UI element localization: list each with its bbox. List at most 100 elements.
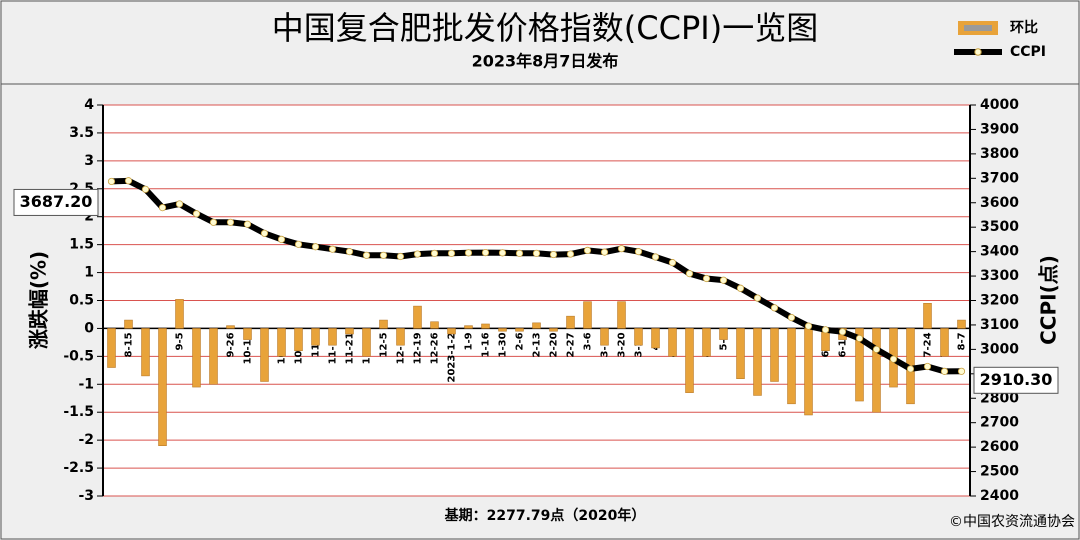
x-tick-label: 5-1 [719, 332, 730, 350]
bar [481, 323, 490, 329]
x-tick-label: 12-26 [430, 332, 441, 364]
value-label: 3687.20 [20, 192, 93, 211]
line-point [583, 246, 592, 255]
line-point [600, 248, 609, 256]
y2-tick-label: 3200 [980, 293, 1019, 309]
x-tick-label: 6-19 [838, 332, 849, 357]
bar [328, 328, 337, 346]
bar [872, 328, 881, 413]
y2-tick-label: 3000 [980, 341, 1019, 357]
y2-tick-label: 2600 [980, 439, 1019, 455]
line-point [413, 250, 422, 258]
y2-tick-label: 3500 [980, 219, 1019, 235]
y2-tick-label: 2700 [980, 415, 1019, 431]
line-point [923, 362, 932, 371]
line-point [940, 367, 949, 375]
line-point [311, 243, 320, 251]
line-point [753, 294, 762, 302]
y-tick-label: 2 [84, 209, 94, 225]
y2-tick-label: 3700 [980, 170, 1019, 186]
line-point [294, 240, 303, 248]
line-point [685, 270, 694, 278]
x-tick-label: 8-15 [124, 332, 135, 357]
footnote: 基期：2277.79点（2020年） [445, 507, 646, 524]
line-point [396, 252, 405, 261]
bar [736, 328, 745, 379]
x-tick-label: 12-5 [379, 332, 390, 357]
line-point [379, 251, 388, 259]
line-point [872, 345, 881, 353]
x-tick-label: 2023-1-2 [447, 332, 458, 382]
bar [243, 328, 252, 340]
legend-label: CCPI [1010, 44, 1046, 60]
x-tick-label: 7-24 [923, 332, 934, 357]
y2-tick-label: 4000 [980, 97, 1019, 113]
y-tick-label: -1 [78, 376, 94, 392]
bar [855, 328, 864, 402]
line-point [651, 253, 660, 261]
line-point [277, 235, 286, 244]
bar [940, 328, 949, 357]
line-point [362, 251, 371, 259]
x-tick-label: 10-10 [243, 332, 254, 364]
x-tick-label: 3-20 [617, 332, 628, 357]
legend-swatch-inner [964, 25, 992, 31]
line-point [549, 250, 558, 259]
bar [260, 328, 269, 382]
bar [583, 301, 592, 329]
x-tick-label: 2-6 [515, 332, 526, 350]
bar [311, 328, 320, 346]
value-label: 2910.30 [980, 370, 1053, 389]
line-point [804, 322, 813, 330]
bar [498, 328, 507, 332]
y-tick-label: 4 [84, 97, 94, 113]
bar [345, 328, 354, 335]
x-tick-label: 11-14 [328, 332, 339, 364]
line-point [158, 204, 167, 212]
line-point [736, 284, 745, 292]
line-point [430, 249, 439, 257]
bar [804, 328, 813, 416]
line-point [345, 248, 354, 256]
line-point [175, 200, 184, 208]
bar [209, 328, 218, 385]
y2-tick-label: 3100 [980, 317, 1019, 333]
x-tick-label: 1-9 [464, 332, 475, 350]
line-point [515, 249, 524, 257]
bar [532, 322, 541, 329]
bar [787, 328, 796, 405]
bar [379, 319, 388, 329]
bar [277, 328, 286, 357]
y-tick-label: 3.5 [69, 125, 94, 141]
bar [124, 319, 133, 329]
line-point [566, 250, 575, 258]
line-point [464, 249, 473, 257]
line-point [447, 249, 456, 257]
bar [753, 328, 762, 396]
y2-axis-label: CCPI(点) [1037, 255, 1061, 345]
y2-tick-label: 3900 [980, 121, 1019, 137]
y2-tick-label: 2400 [980, 488, 1019, 504]
bar [447, 328, 456, 335]
line-point [209, 218, 218, 226]
line-point [702, 274, 711, 283]
bar [923, 303, 932, 329]
x-tick-label: 9-5 [175, 332, 186, 350]
bar [294, 328, 303, 352]
legend-label: 环比 [1010, 19, 1038, 36]
x-tick-label: 9-26 [226, 332, 237, 357]
line-point [498, 249, 507, 257]
line-point [668, 259, 677, 267]
x-tick-label: 12-12 [396, 332, 407, 364]
y-tick-label: 0 [84, 320, 94, 336]
bar [617, 301, 626, 329]
bar [107, 328, 116, 368]
line-point [481, 249, 490, 257]
chart-title: 中国复合肥批发价格指数(CCPI)一览图 [272, 9, 818, 47]
line-point [634, 248, 643, 256]
line-point [124, 177, 133, 185]
y-tick-label: 1 [84, 265, 94, 281]
line-point [838, 328, 847, 336]
legend-swatch-point [974, 48, 982, 56]
